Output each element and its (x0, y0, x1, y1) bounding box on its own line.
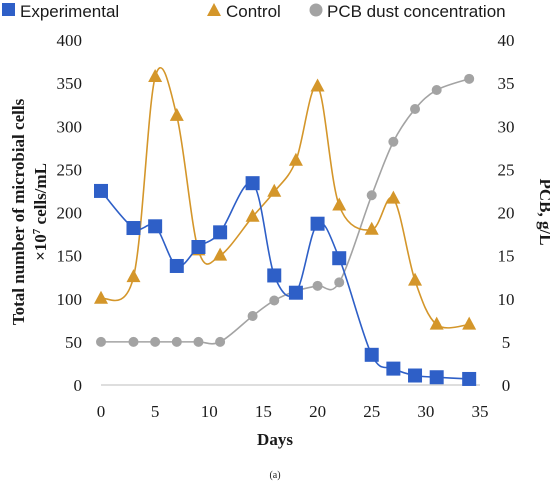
series-experimental (94, 176, 477, 386)
legend-label-pcb: PCB dust concentration (327, 2, 506, 21)
y-left-tick-label: 200 (57, 204, 83, 223)
y-left-axis-title: Total number of microbial cells (9, 98, 28, 325)
y-left-tick-label: 250 (57, 160, 83, 179)
legend-label-control: Control (226, 2, 281, 21)
x-tick-label: 25 (363, 402, 380, 421)
tick-labels: 0501001502002503003504000510152025303540… (57, 31, 515, 421)
data-point-pcb (431, 85, 442, 96)
data-point-pcb (410, 104, 421, 114)
data-point-control (429, 316, 444, 330)
data-point-pcb (366, 190, 377, 201)
y-left-axis-subtitle: ×107 cells/mL (31, 163, 50, 261)
x-tick-label: 0 (97, 402, 106, 421)
data-point-pcb (334, 277, 345, 288)
y-left-tick-label: 400 (57, 31, 83, 50)
legend-marker-control (207, 3, 221, 16)
data-point-experimental (310, 216, 325, 231)
data-point-experimental (148, 219, 163, 234)
y-right-tick-label: 25 (498, 160, 515, 179)
y-left-tick-label: 150 (57, 247, 83, 266)
legend-marker-pcb (309, 3, 323, 17)
series-control (94, 67, 477, 330)
data-point-control (386, 190, 401, 204)
x-tick-label: 20 (309, 402, 326, 421)
y-right-tick-label: 40 (498, 31, 515, 50)
data-point-pcb (312, 280, 323, 291)
data-point-pcb (269, 295, 280, 306)
data-point-pcb (215, 336, 226, 347)
data-point-experimental (408, 368, 423, 383)
x-tick-label: 10 (201, 402, 218, 421)
data-point-control (267, 183, 282, 197)
y-left-tick-label: 350 (57, 74, 83, 93)
data-point-control (462, 316, 477, 330)
x-tick-label: 35 (472, 402, 489, 421)
plot-area (94, 67, 477, 386)
y-left-tick-label: 100 (57, 290, 83, 309)
series-line-pcb (101, 78, 470, 345)
data-point-control (310, 78, 325, 92)
data-point-experimental (245, 176, 260, 191)
y-right-tick-label: 20 (498, 204, 515, 223)
y-left-tick-label: 0 (74, 376, 83, 395)
legend-marker-experimental (2, 3, 15, 16)
data-point-pcb (193, 336, 204, 347)
data-point-experimental (332, 251, 347, 266)
y-right-tick-label: 10 (498, 290, 515, 309)
x-tick-label: 15 (255, 402, 272, 421)
data-point-control (169, 107, 184, 121)
data-point-pcb (96, 336, 106, 347)
data-point-pcb (150, 336, 161, 347)
y-right-tick-label: 0 (502, 376, 511, 395)
legend: Experimental Control PCB dust concentrat… (2, 2, 506, 21)
data-point-experimental (213, 225, 228, 240)
data-point-experimental (288, 285, 303, 300)
data-point-experimental (94, 183, 108, 198)
data-point-control (126, 269, 141, 283)
series-pcb (96, 73, 475, 347)
data-point-experimental (126, 221, 141, 236)
data-point-control (94, 290, 108, 304)
data-point-pcb (171, 336, 182, 347)
data-point-experimental (267, 268, 282, 283)
data-point-experimental (462, 371, 477, 386)
data-point-control (364, 221, 379, 235)
x-tick-label: 30 (417, 402, 434, 421)
data-point-control (148, 69, 163, 83)
data-point-control (332, 197, 347, 211)
x-axis-title: Days (257, 430, 293, 449)
data-point-experimental (429, 370, 444, 385)
legend-label-experimental: Experimental (20, 2, 119, 21)
y-right-tick-label: 15 (498, 247, 515, 266)
data-point-pcb (464, 73, 475, 84)
x-tick-label: 5 (151, 402, 160, 421)
data-point-experimental (169, 258, 184, 273)
y-left-axis-superscript: 7 (31, 228, 43, 234)
data-point-experimental (191, 240, 206, 254)
y-right-tick-label: 5 (502, 333, 511, 352)
figure-caption: (a) (269, 470, 280, 481)
y-right-tick-label: 35 (498, 74, 515, 93)
data-point-pcb (388, 136, 399, 147)
y-left-tick-label: 50 (65, 333, 82, 352)
y-left-tick-label: 300 (57, 117, 83, 136)
data-point-experimental (386, 361, 401, 376)
data-point-control (288, 152, 303, 166)
data-point-experimental (364, 347, 379, 362)
data-point-control (245, 208, 260, 222)
data-point-control (213, 247, 228, 261)
y-right-tick-label: 30 (498, 117, 515, 136)
data-point-control (408, 272, 423, 286)
data-point-pcb (247, 311, 258, 321)
y-right-axis-title: PCB, g/L (536, 178, 550, 245)
series-line-experimental (100, 181, 470, 380)
data-point-pcb (128, 336, 139, 347)
